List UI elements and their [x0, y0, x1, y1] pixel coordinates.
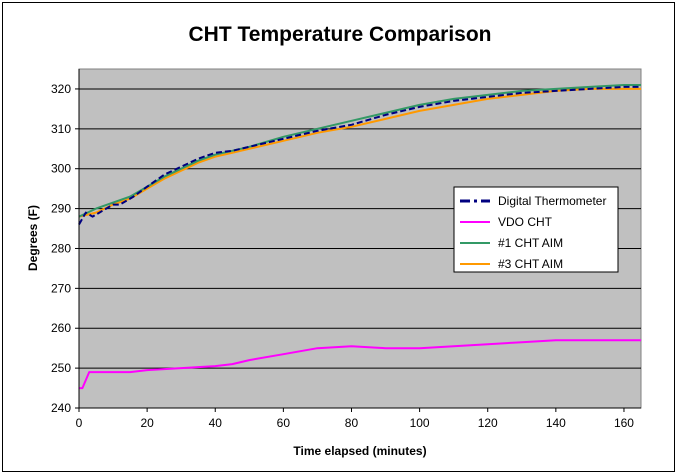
x-tick-label: 100	[410, 416, 430, 430]
series-line-vdo-cht	[79, 339, 641, 390]
x-tick-label: 0	[76, 416, 83, 430]
legend-label: #3 CHT AIM	[498, 257, 563, 271]
legend-label: VDO CHT	[498, 215, 553, 229]
series-line-digital-thermometer	[78, 85, 641, 225]
series-layer	[78, 84, 641, 390]
x-tick-label: 120	[478, 416, 498, 430]
legend: Digital Thermometer VDO CHT #1 CHT AIM #3 C…	[453, 186, 619, 273]
y-tick-label: 240	[51, 401, 71, 415]
x-tick-label: 40	[209, 416, 223, 430]
y-tick-label: 300	[51, 162, 71, 176]
x-tick-label: 160	[614, 416, 634, 430]
series-line-1-cht-aim	[78, 84, 641, 218]
x-axis-label: Time elapsed (minutes)	[293, 444, 426, 458]
chart-title: CHT Temperature Comparison	[189, 23, 492, 46]
y-tick-label: 310	[51, 122, 71, 136]
tick-layer: 240 250 260 270 280 290 300 310 320 0 20 40 60 80 100 1…	[51, 82, 634, 430]
x-tick-label: 60	[277, 416, 291, 430]
legend-label: #1 CHT AIM	[498, 236, 563, 250]
y-tick-label: 290	[51, 202, 71, 216]
y-tick-label: 250	[51, 361, 71, 375]
x-tick-label: 20	[140, 416, 154, 430]
y-tick-label: 280	[51, 241, 71, 255]
y-tick-label: 320	[51, 82, 71, 96]
y-axis-label: Degrees (F)	[26, 205, 40, 271]
y-tick-label: 270	[51, 281, 71, 295]
legend-label: Digital Thermometer	[498, 194, 606, 208]
x-tick-label: 140	[546, 416, 566, 430]
x-tick-label: 80	[345, 416, 359, 430]
y-tick-label: 260	[51, 321, 71, 335]
axis-layer	[78, 69, 641, 409]
